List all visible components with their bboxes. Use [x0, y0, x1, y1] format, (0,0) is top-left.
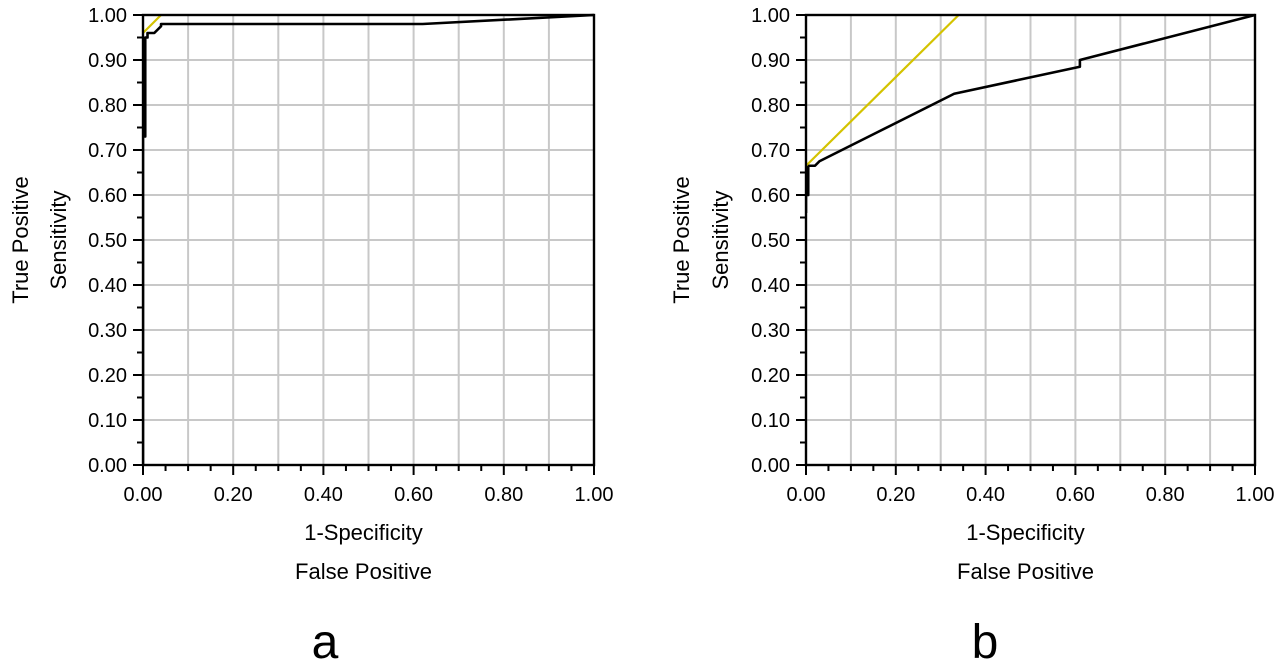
y-tick-label: 0.80 — [88, 95, 127, 117]
y-tick-label: 0.80 — [751, 95, 790, 117]
y-tick-label: 0.00 — [751, 455, 790, 477]
y-tick-label: 1.00 — [751, 5, 790, 27]
x-axis-title: 1-Specificity — [966, 520, 1085, 545]
y-tick-label: 0.40 — [88, 275, 127, 297]
y-tick-label: 0.70 — [88, 140, 127, 162]
x-tick-label: 0.20 — [876, 484, 915, 506]
x-tick-label: 1.00 — [1236, 484, 1275, 506]
y-tick-label: 0.00 — [88, 455, 127, 477]
y-tick-label: 0.10 — [88, 410, 127, 432]
x-tick-label: 0.60 — [394, 484, 433, 506]
y-tick-label: 0.70 — [751, 140, 790, 162]
roc-panel-b: 0.00 0.20 0.40 0.60 0.80 1.00 0.00 0.10 0.20 0.30… — [669, 5, 1274, 667]
roc-panel-a: 0.00 0.20 0.40 0.60 0.80 1.00 0.00 0.10 0.20 0.30… — [8, 5, 613, 667]
axis-ticks — [133, 14, 595, 475]
panel-label: a — [312, 616, 339, 667]
y-tick-label: 0.50 — [751, 230, 790, 252]
y-axis-title: Sensitivity — [708, 190, 733, 289]
reference-line — [143, 14, 162, 34]
roc-curve — [806, 13, 1256, 213]
x-tick-label: 0.00 — [787, 484, 826, 506]
y-tick-label: 0.20 — [751, 365, 790, 387]
roc-curve — [143, 13, 595, 465]
x-tick-label: 0.20 — [214, 484, 253, 506]
y-axis-title: Sensitivity — [46, 190, 71, 289]
y-tick-label: 0.30 — [88, 320, 127, 342]
x-tick-label: 0.00 — [124, 484, 163, 506]
y-tick-label: 0.50 — [88, 230, 127, 252]
gridlines — [806, 15, 1255, 465]
x-axis-title: False Positive — [295, 559, 432, 584]
panel-label: b — [972, 616, 999, 667]
y-tick-label: 0.90 — [751, 50, 790, 72]
axis-ticks — [796, 14, 1256, 475]
x-tick-label: 1.00 — [575, 484, 614, 506]
plot-frame — [141, 13, 596, 467]
plot-frame — [804, 13, 1257, 467]
x-tick-label: 0.40 — [304, 484, 343, 506]
y-tick-label: 0.60 — [88, 185, 127, 207]
x-tick-label: 0.40 — [966, 484, 1005, 506]
y-axis-title: True Positive — [8, 176, 33, 304]
y-tick-label: 0.20 — [88, 365, 127, 387]
x-tick-label: 0.80 — [1146, 484, 1185, 506]
y-tick-label: 1.00 — [88, 5, 127, 27]
y-tick-label: 0.60 — [751, 185, 790, 207]
y-tick-label: 0.90 — [88, 50, 127, 72]
y-tick-label: 0.10 — [751, 410, 790, 432]
y-tick-label: 0.30 — [751, 320, 790, 342]
reference-line — [806, 14, 960, 167]
x-tick-label: 0.60 — [1056, 484, 1095, 506]
x-axis-title: 1-Specificity — [304, 520, 423, 545]
y-axis-title: True Positive — [669, 176, 694, 304]
x-tick-label: 0.80 — [484, 484, 523, 506]
y-tick-label: 0.40 — [751, 275, 790, 297]
x-axis-title: False Positive — [957, 559, 1094, 584]
gridlines — [143, 15, 594, 465]
